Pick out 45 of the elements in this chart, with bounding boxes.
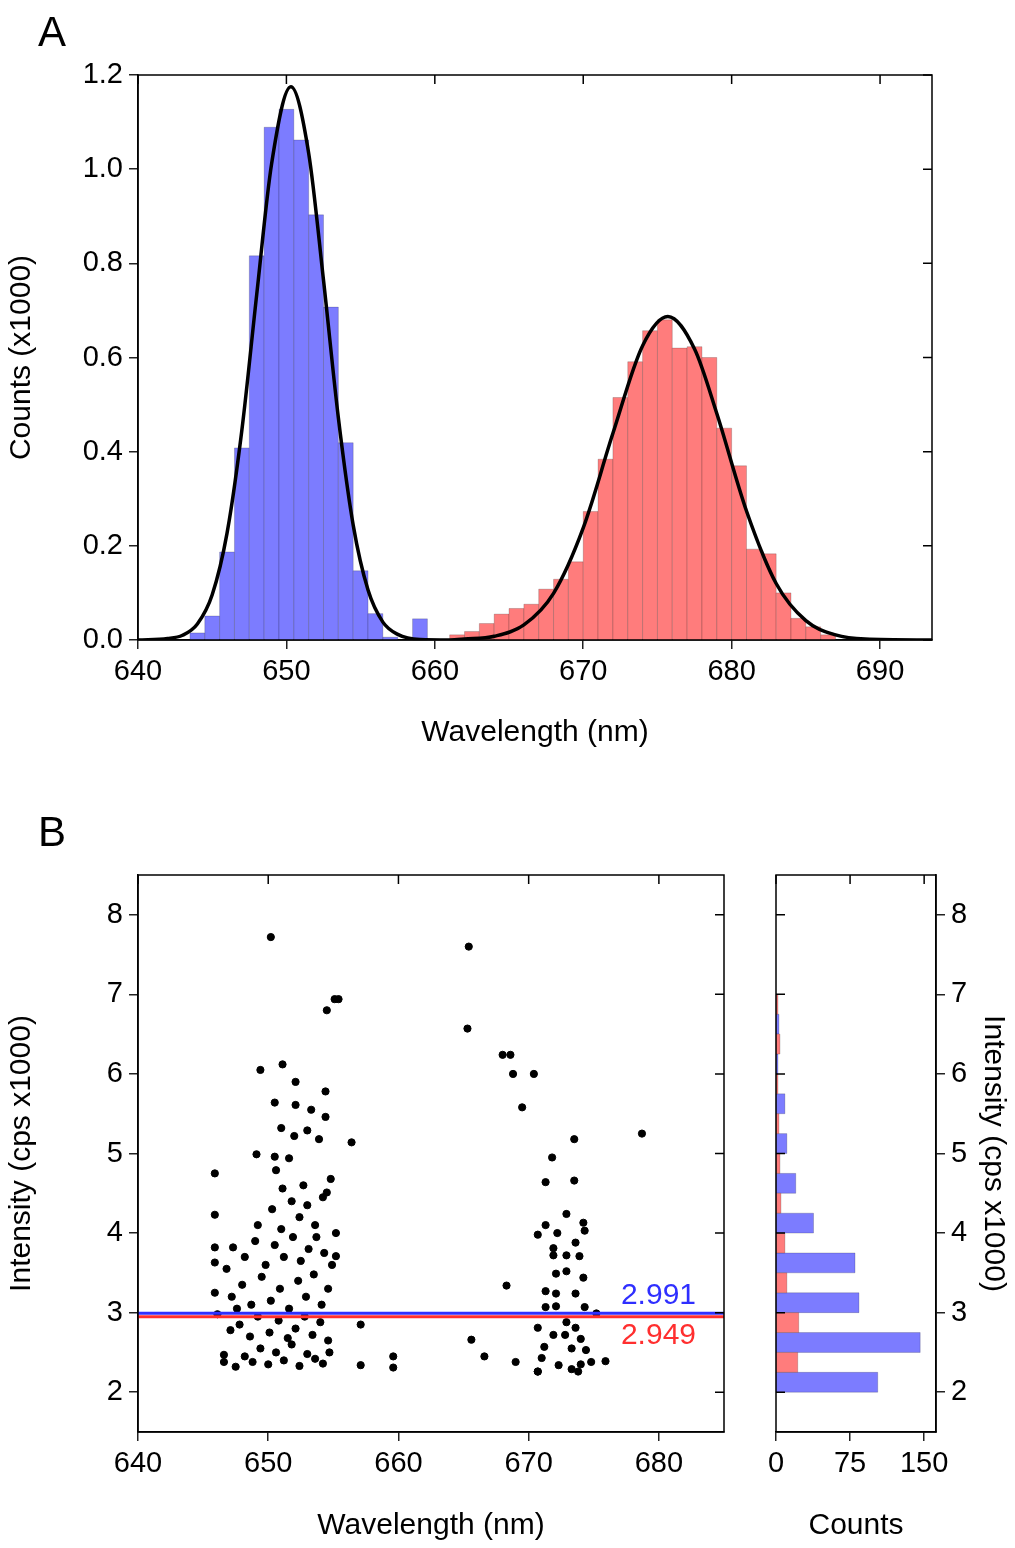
y-tick-label: 6 [106, 1055, 123, 1088]
y-tick-label: 0.2 [82, 527, 123, 560]
y-tick-label: 7 [106, 976, 123, 1009]
x-axis-title: Counts [808, 1507, 904, 1541]
x-tick-label: 0 [767, 1446, 785, 1479]
y-tick-label: 3 [951, 1294, 968, 1327]
ref-line-label: 2.949 [620, 1316, 696, 1350]
x-tick-label: 75 [833, 1446, 867, 1479]
x-tick-label: 680 [634, 1446, 684, 1479]
y-tick-label: 2 [951, 1374, 968, 1407]
y-tick-label: 0.0 [82, 622, 123, 654]
y-tick-label: 4 [951, 1215, 968, 1248]
x-tick-label: 150 [899, 1446, 949, 1479]
ref-line-label: 2.991 [620, 1276, 696, 1310]
x-axis-title: Wavelength (nm) [421, 714, 649, 748]
y-axis-title: Intensity (cps x1000) [3, 1015, 37, 1292]
x-tick-label: 650 [244, 1446, 293, 1479]
y-tick-label: 4 [106, 1215, 123, 1248]
x-tick-label: 640 [113, 654, 163, 687]
y-tick-label: 3 [106, 1294, 123, 1327]
y-axis-title: Intensity (cps x1000) [978, 1015, 1012, 1292]
y-tick-label: 1.0 [82, 151, 123, 184]
y-tick-label: 8 [951, 896, 968, 929]
y-tick-label: 8 [106, 896, 123, 929]
x-axis-title: Wavelength (nm) [317, 1507, 545, 1541]
x-tick-label: 690 [855, 654, 905, 687]
x-tick-label: 670 [559, 654, 608, 687]
y-axis-title: Counts (x1000) [3, 254, 37, 461]
x-tick-label: 650 [262, 654, 311, 687]
y-tick-label: 0.6 [82, 339, 123, 372]
x-tick-label: 670 [504, 1446, 553, 1479]
x-tick-label: 660 [410, 654, 460, 687]
y-tick-label: 0.8 [82, 245, 123, 278]
y-tick-label: 2 [106, 1374, 123, 1407]
y-tick-label: 0.4 [82, 433, 123, 466]
y-tick-label: 1.2 [82, 57, 123, 89]
chart-title: B [38, 808, 67, 856]
x-tick-label: 680 [707, 654, 756, 687]
x-tick-label: 660 [374, 1446, 423, 1479]
y-tick-label: 5 [951, 1135, 968, 1168]
y-tick-label: 5 [106, 1135, 123, 1168]
x-tick-label: 640 [113, 1446, 163, 1479]
chart-title: A [38, 8, 67, 56]
y-tick-label: 7 [951, 976, 968, 1009]
y-tick-label: 6 [951, 1055, 968, 1088]
